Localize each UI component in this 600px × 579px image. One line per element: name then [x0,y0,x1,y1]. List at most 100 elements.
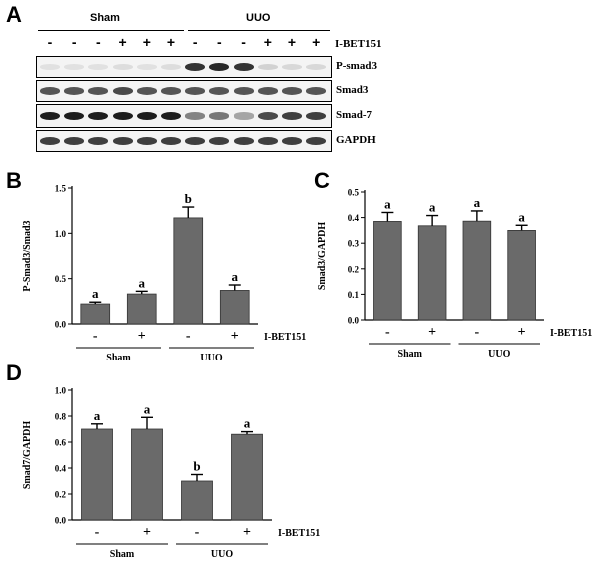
blot-band [282,86,302,96]
y-tick-label: 0.0 [55,320,67,330]
y-tick-label: 0.6 [55,438,67,448]
bar [417,225,447,321]
treatment-sign: + [243,525,251,540]
blot-band [40,63,60,71]
blot-band [161,63,181,71]
blot-band [64,63,85,71]
chart-c: 0.0 0.1 0.2 0.3 0.4 0.5 Smad3/GAPDH a - a + a - a + I-B… [317,188,592,361]
blot-band [136,111,157,121]
significance-letter: a [474,195,481,210]
blot-band [112,136,133,146]
treatment-sign: + [428,325,436,340]
y-tick-label: 0.1 [348,290,360,300]
y-tick-label: 0.2 [348,264,360,274]
bar [81,428,113,521]
blot-lane-sign: - [192,34,198,50]
treatment-label: I-BET151 [264,332,306,343]
blot-band [233,136,254,146]
y-axis-label: Smad3/GAPDH [317,222,328,291]
treatment-sign: - [95,525,100,540]
significance-letter: a [139,275,146,290]
significance-letter: a [144,401,151,416]
blot-band [88,111,109,121]
blot-lane-sign: + [166,34,176,50]
blot-band [185,136,206,146]
y-tick-label: 0.8 [55,412,67,422]
blot-band [88,136,109,146]
treatment-label: I-BET151 [278,528,320,539]
y-tick-label: 1.0 [55,229,67,239]
y-tick-label: 0.0 [348,316,360,326]
treatment-sign: + [518,325,526,340]
blot-band [306,86,327,96]
significance-letter: a [244,416,251,431]
blot-band [233,86,254,96]
bar [231,433,263,521]
group-label: Sham [106,353,131,360]
blot-band [136,136,157,146]
blot-lane-sign: - [96,34,101,50]
blot-band [185,86,206,96]
treatment-sign: - [186,329,191,344]
bar [126,293,157,325]
group-label: UUO [200,353,222,360]
blot-group-uuo: UUO [246,12,271,24]
blot-group-line-sham [38,30,184,31]
bar [462,220,492,321]
blot-strip [36,56,332,78]
blot-row-label: Smad-7 [336,109,373,121]
blot-band [257,63,278,71]
treatment-label: I-BET151 [550,328,592,339]
group-label: UUO [211,549,233,560]
blot-band [161,86,181,96]
blot-group-sham: Sham [90,12,120,24]
blot-row-label: Smad3 [336,84,369,96]
bar [219,290,250,325]
bar [131,428,163,521]
blot-band [257,111,278,121]
blot-band [257,136,278,146]
blot-band [282,63,302,71]
blot-band [282,136,302,146]
y-tick-label: 1.0 [55,386,67,396]
significance-letter: a [518,209,525,224]
bar [173,217,204,325]
blot-band [88,63,109,71]
treatment-sign: - [385,325,390,340]
panel-letter-c: C [314,168,330,193]
blot-lane-sign: - [241,34,246,50]
y-tick-label: 0.2 [55,490,67,500]
blot-lane-sign: + [118,34,127,50]
blot-band [161,136,181,146]
significance-letter: a [384,196,391,211]
blot-band [40,111,60,121]
y-tick-label: 0.3 [348,239,360,249]
panel-letter-d: D [6,360,22,385]
bar [80,303,111,325]
blot-band [64,111,85,121]
blot-band [136,86,157,96]
blot-lane-sign: - [47,34,53,50]
blot-band [306,63,327,71]
y-tick-label: 0.4 [348,213,360,223]
significance-letter: a [429,200,436,215]
bar [373,221,402,321]
blot-band [282,111,302,121]
treatment-sign: + [231,329,239,344]
significance-letter: a [92,286,99,301]
blot-band [40,136,60,146]
bar [507,230,536,321]
blot-band [209,112,230,120]
blot-lane-sign: - [71,34,77,50]
blot-band [233,62,254,72]
blot-lane-sign: + [287,34,297,50]
blot-band [112,111,133,121]
blot-treatment-label: I-BET151 [335,38,382,50]
blot-lane-sign: - [217,34,222,50]
blot-band [136,63,157,71]
blot-row-label: P-smad3 [336,60,377,72]
y-tick-label: 0.5 [348,188,360,198]
blot-band [112,63,133,71]
panel-letter-b: B [6,168,22,193]
blot-band [209,136,230,146]
